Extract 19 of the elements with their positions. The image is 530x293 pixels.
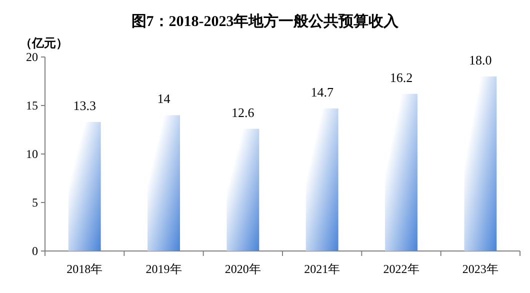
y-axis-title: （亿元） <box>20 36 68 50</box>
x-tick-label: 2020年 <box>224 262 261 276</box>
data-label: 12.6 <box>232 104 255 120</box>
x-tick-label: 2019年 <box>146 262 182 276</box>
y-tick-label: 0 <box>32 244 38 258</box>
data-label: 16.2 <box>390 70 413 85</box>
y-tick-label: 10 <box>26 147 38 161</box>
y-tick-label: 15 <box>26 98 38 112</box>
x-tick-label: 2021年 <box>304 262 340 276</box>
data-label: 18.0 <box>469 52 492 68</box>
data-label: 13.3 <box>73 98 96 113</box>
y-tick-label: 20 <box>26 50 38 64</box>
x-tick-label: 2022年 <box>383 262 420 276</box>
data-label: 14 <box>157 91 171 106</box>
y-tick-label: 5 <box>32 196 38 210</box>
x-tick-label: 2018年 <box>66 262 103 276</box>
data-label: 14.7 <box>310 84 334 100</box>
x-tick-label: 2023年 <box>462 262 498 276</box>
chart-title: 图7：2018-2023年地方一般公共预算收入 <box>131 12 400 30</box>
